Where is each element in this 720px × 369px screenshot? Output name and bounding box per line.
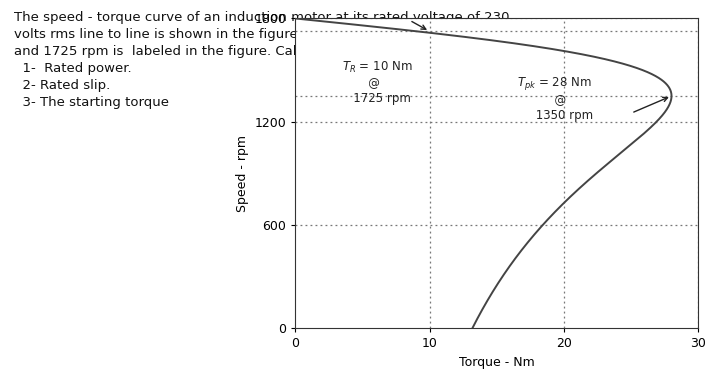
- X-axis label: Torque - Nm: Torque - Nm: [459, 356, 535, 369]
- Text: $T_R$ = 10 Nm
       @
   1725 rpm: $T_R$ = 10 Nm @ 1725 rpm: [342, 60, 413, 105]
- Text: The speed - torque curve of an induction motor at its rated voltage of 230
volts: The speed - torque curve of an induction…: [14, 11, 513, 109]
- Y-axis label: Speed - rpm: Speed - rpm: [235, 135, 248, 212]
- Text: $T_{pk}$ = 28 Nm
          @
     1350 rpm: $T_{pk}$ = 28 Nm @ 1350 rpm: [517, 75, 593, 122]
